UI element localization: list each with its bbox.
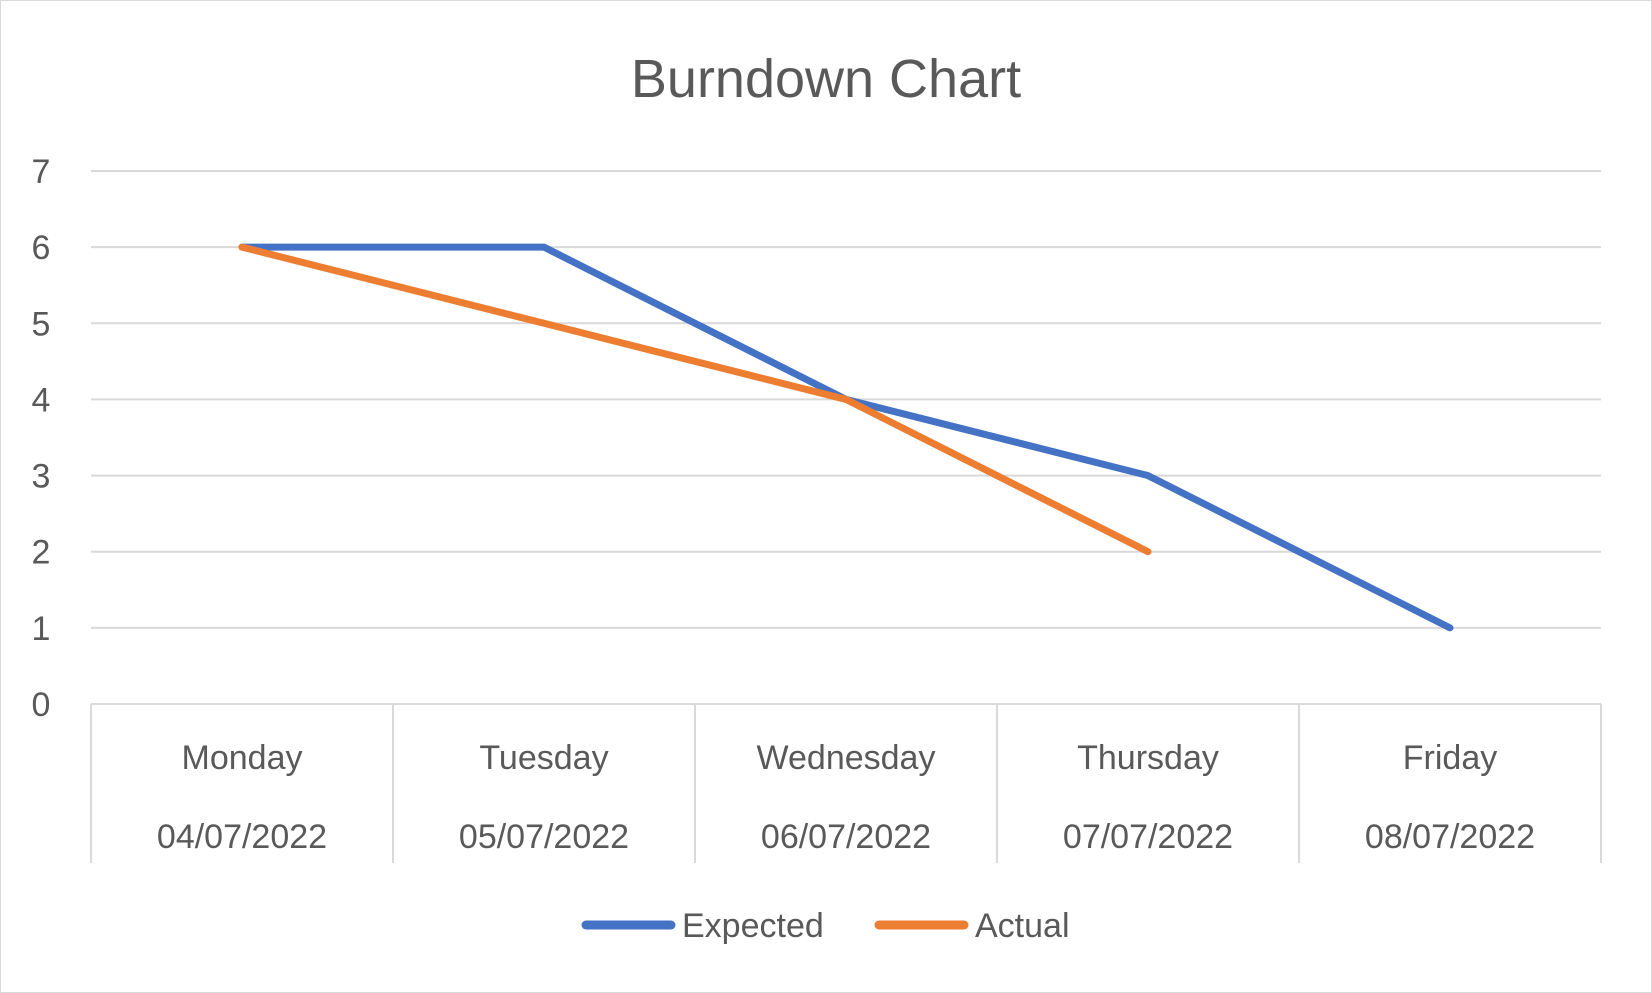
y-tick-label: 2 — [32, 534, 51, 572]
x-tick-label-day: Thursday — [1077, 739, 1219, 777]
chart-title: Burndown Chart — [631, 49, 1021, 109]
legend: Expected Actual — [581, 907, 1070, 945]
y-tick-label: 6 — [32, 229, 51, 267]
x-tick-label-date: 05/07/2022 — [459, 818, 629, 856]
y-tick-label: 4 — [32, 381, 51, 419]
y-tick-label: 5 — [32, 305, 51, 343]
x-tick-label-day: Tuesday — [479, 739, 608, 777]
y-tick-label: 0 — [32, 686, 51, 724]
x-tick-label-date: 04/07/2022 — [157, 818, 327, 856]
x-tick-label-day: Friday — [1403, 739, 1497, 777]
y-tick-label: 7 — [32, 153, 51, 191]
x-axis: Monday 04/07/2022 Tuesday 05/07/2022 Wednesd… — [90, 703, 1602, 863]
legend-label-actual: Actual — [975, 907, 1070, 945]
x-tick-label-date: 08/07/2022 — [1365, 818, 1535, 856]
series-lines — [238, 243, 1454, 632]
legend-label-expected: Expected — [682, 907, 824, 945]
y-axis-ticks: 0 1 2 3 4 5 6 7 — [32, 153, 51, 724]
x-tick-label-day: Monday — [182, 739, 303, 777]
x-tick-label-date: 06/07/2022 — [761, 818, 931, 856]
series-line-actual — [238, 243, 1152, 556]
y-tick-label: 3 — [32, 458, 51, 496]
series-line-expected — [238, 243, 1454, 632]
y-tick-label: 1 — [32, 610, 51, 648]
x-tick-label-date: 07/07/2022 — [1063, 818, 1233, 856]
x-tick-label-day: Wednesday — [757, 739, 936, 777]
